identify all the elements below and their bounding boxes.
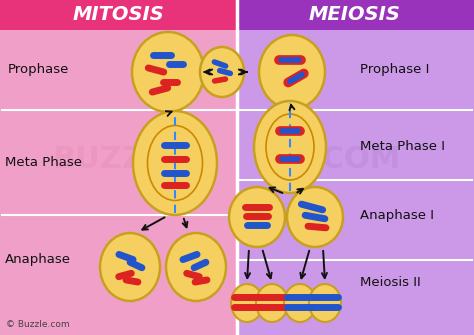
Text: MEIOSIS: MEIOSIS [309,5,401,24]
Ellipse shape [231,284,263,322]
Text: Anaphase: Anaphase [5,254,71,267]
Ellipse shape [254,101,326,193]
Ellipse shape [259,35,325,109]
Bar [237,0,474,335]
Text: © Buzzle.com: © Buzzle.com [6,320,70,329]
Text: Prophase I: Prophase I [360,64,429,76]
Ellipse shape [166,233,226,301]
Ellipse shape [229,187,285,247]
Text: Prophase: Prophase [8,64,69,76]
Bar [0,0,237,335]
Ellipse shape [309,284,341,322]
Text: MITOSIS: MITOSIS [72,5,164,24]
Text: .COM: .COM [311,145,401,175]
Text: Meiosis II: Meiosis II [360,276,421,289]
Ellipse shape [287,187,343,247]
Bar [237,0,474,30]
Text: BUZZLE: BUZZLE [52,145,184,175]
Text: Anaphase I: Anaphase I [360,208,434,221]
Text: Meta Phase: Meta Phase [5,156,82,170]
Bar [0,0,237,30]
Ellipse shape [133,111,217,215]
Ellipse shape [256,284,288,322]
Ellipse shape [100,233,160,301]
Text: Meta Phase I: Meta Phase I [360,140,445,153]
Ellipse shape [200,47,244,97]
Ellipse shape [132,32,204,112]
Ellipse shape [284,284,316,322]
